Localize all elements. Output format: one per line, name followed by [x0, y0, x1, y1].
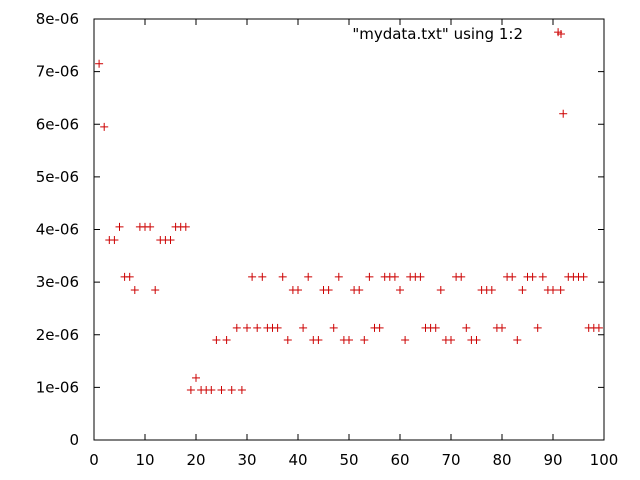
x-tick-label: 0: [89, 451, 99, 469]
data-point: [253, 323, 262, 332]
data-point: [130, 286, 139, 295]
data-point: [273, 323, 282, 332]
data-point: [375, 323, 384, 332]
plot-frame: [93, 18, 605, 441]
data-points: [95, 28, 603, 395]
data-point: [533, 323, 542, 332]
data-point: [192, 373, 200, 382]
y-tick-label: 1e-06: [36, 378, 79, 396]
data-point: [207, 386, 216, 395]
data-point: [594, 323, 603, 332]
y-tick-label: 5e-06: [36, 168, 79, 186]
data-point: [447, 336, 455, 345]
data-point: [498, 323, 506, 332]
y-axis: 0 1e-06 2e-06 3e-06 4e-06 5e-06 6e-06 7e-06 8e-0…: [36, 10, 604, 449]
data-point: [232, 323, 241, 332]
data-point: [513, 336, 522, 345]
y-tick-label: 3e-06: [36, 273, 79, 291]
data-point: [365, 272, 374, 281]
x-tick-label: 90: [543, 451, 562, 469]
data-point: [212, 336, 221, 345]
legend-marker: [557, 30, 565, 38]
y-tick-label: 4e-06: [36, 221, 79, 239]
data-point: [110, 236, 119, 245]
data-point: [457, 272, 466, 281]
data-point: [549, 286, 557, 295]
data-point: [278, 272, 287, 281]
data-point: [487, 286, 496, 295]
x-tick-label: 20: [186, 451, 205, 469]
x-tick-label: 70: [441, 451, 460, 469]
data-point: [283, 336, 292, 345]
data-point: [222, 336, 231, 345]
data-point: [579, 272, 588, 281]
y-tick-label: 0: [69, 431, 79, 449]
data-point: [181, 222, 190, 231]
data-point: [294, 286, 302, 295]
data-point: [243, 323, 251, 332]
data-point: [431, 323, 440, 332]
data-point: [146, 222, 155, 231]
data-point: [248, 272, 257, 281]
data-point: [360, 336, 369, 345]
data-point: [556, 286, 565, 295]
x-tick-label: 80: [492, 451, 511, 469]
data-point: [258, 272, 267, 281]
legend: "mydata.txt" using 1:2: [352, 25, 565, 43]
legend-label: "mydata.txt" using 1:2: [352, 25, 523, 43]
data-point: [528, 272, 537, 281]
data-point: [217, 386, 226, 395]
x-tick-label: 10: [135, 451, 154, 469]
data-point: [125, 272, 134, 281]
data-point: [100, 122, 109, 131]
data-point: [324, 286, 333, 295]
data-point: [314, 336, 323, 345]
data-point: [436, 286, 445, 295]
x-tick-label: 60: [390, 451, 409, 469]
data-point: [396, 286, 404, 295]
data-point: [334, 272, 343, 281]
data-point: [508, 272, 517, 281]
data-point: [518, 286, 527, 295]
data-point: [186, 386, 195, 395]
data-point: [416, 272, 425, 281]
y-tick-label: 6e-06: [36, 115, 79, 133]
x-axis: 0 10 20 30 40 50 60 70 80 90 100: [89, 19, 618, 469]
data-point: [166, 236, 175, 245]
y-tick-label: 7e-06: [36, 63, 79, 81]
y-tick-label: 8e-06: [36, 10, 79, 28]
data-point: [538, 272, 547, 281]
data-point: [227, 386, 236, 395]
x-tick-label: 100: [590, 451, 619, 469]
data-point: [462, 323, 471, 332]
data-point: [299, 323, 308, 332]
data-point: [390, 272, 399, 281]
data-point: [355, 286, 364, 295]
data-point: [401, 336, 410, 345]
x-tick-label: 40: [288, 451, 307, 469]
data-point: [237, 386, 246, 395]
y-tick-label: 2e-06: [36, 326, 79, 344]
data-point: [472, 336, 481, 345]
x-tick-label: 50: [339, 451, 358, 469]
data-point: [115, 222, 124, 231]
data-point: [329, 323, 338, 332]
data-point: [95, 59, 104, 68]
x-tick-label: 30: [237, 451, 256, 469]
data-point: [345, 336, 353, 345]
data-point: [151, 286, 160, 295]
plot-border: [93, 18, 605, 441]
data-point: [559, 109, 568, 118]
data-point: [304, 272, 313, 281]
